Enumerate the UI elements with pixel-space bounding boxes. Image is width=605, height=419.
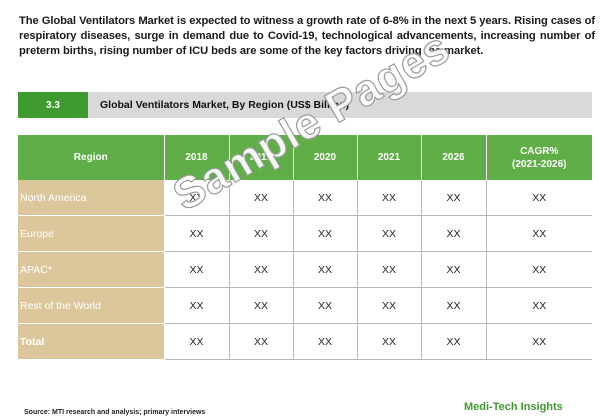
intro-paragraph: The Global Ventilators Market is expecte… <box>19 15 595 57</box>
table-cell: XX <box>486 180 592 216</box>
table-cell: XX <box>486 323 592 360</box>
header-2020: 2020 <box>293 135 358 180</box>
table-row: Rest of the World XX XX XX XX XX XX <box>18 287 592 324</box>
table-cell: XX <box>421 323 487 360</box>
row-label: Europe <box>18 215 165 252</box>
table-cell: XX <box>357 215 422 252</box>
table-cell: XX <box>229 215 294 252</box>
table-cell: XX <box>421 180 487 216</box>
table-cell: XX <box>357 251 422 288</box>
table-row: APAC* XX XX XX XX XX XX <box>18 251 592 288</box>
row-label: Total <box>18 323 165 360</box>
table-cell: XX <box>229 287 294 324</box>
table-cell: XX <box>229 251 294 288</box>
header-cagr: CAGR% (2021-2026) <box>486 135 592 180</box>
brand-logo: Medi-Tech Insights <box>464 401 563 413</box>
table-cell: XX <box>421 215 487 252</box>
table-cell: XX <box>164 287 230 324</box>
row-label: Rest of the World <box>18 287 165 324</box>
header-2021: 2021 <box>357 135 422 180</box>
table-cell: XX <box>164 323 230 360</box>
table-cell: XX <box>164 251 230 288</box>
table-cell: XX <box>357 323 422 360</box>
table-cell: XX <box>486 251 592 288</box>
table-cell: XX <box>164 215 230 252</box>
header-2019: 2019 <box>229 135 294 180</box>
table-cell: XX <box>293 251 358 288</box>
table-header-row: Region 2018 2019 2020 2021 2026 CAGR% (2… <box>18 135 592 180</box>
table-cell: XX <box>229 180 294 216</box>
header-region: Region <box>18 135 165 180</box>
table-cell: XX <box>229 323 294 360</box>
table-row: Europe XX XX XX XX XX XX <box>18 215 592 252</box>
table-cell: XX <box>486 287 592 324</box>
table-title: Global Ventilators Market, By Region (US… <box>100 99 350 111</box>
region-market-table: Region 2018 2019 2020 2021 2026 CAGR% (2… <box>18 135 592 360</box>
table-total-row: Total XX XX XX XX XX XX <box>18 323 592 360</box>
header-2018: 2018 <box>164 135 230 180</box>
table-number: 3.3 <box>18 92 88 118</box>
row-label: North America <box>18 180 165 216</box>
table-cell: XX <box>421 287 487 324</box>
table-cell: XX <box>357 287 422 324</box>
table-caption-bar: 3.3 Global Ventilators Market, By Region… <box>18 92 592 118</box>
source-note: Source: MTI research and analysis; prima… <box>24 409 206 416</box>
table-cell: XX <box>293 323 358 360</box>
table-cell: XX <box>293 215 358 252</box>
table-cell: XX <box>486 215 592 252</box>
table-cell: XX <box>421 251 487 288</box>
table-cell: XX <box>164 180 230 216</box>
header-2026: 2026 <box>421 135 487 180</box>
table-row: North America XX XX XX XX XX XX <box>18 180 592 216</box>
table-cell: XX <box>293 287 358 324</box>
table-cell: XX <box>357 180 422 216</box>
table-cell: XX <box>293 180 358 216</box>
row-label: APAC* <box>18 251 165 288</box>
